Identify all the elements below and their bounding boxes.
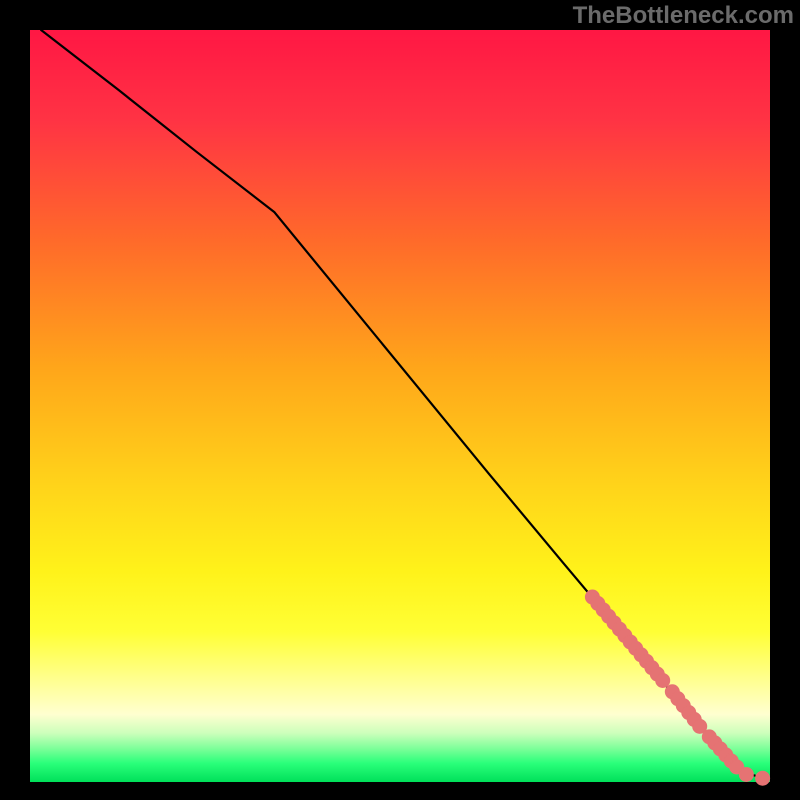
- data-point: [756, 771, 770, 785]
- bottleneck-chart: [0, 0, 800, 800]
- data-point: [656, 673, 670, 687]
- chart-stage: TheBottleneck.com: [0, 0, 800, 800]
- data-point: [739, 767, 753, 781]
- watermark-text: TheBottleneck.com: [573, 2, 794, 30]
